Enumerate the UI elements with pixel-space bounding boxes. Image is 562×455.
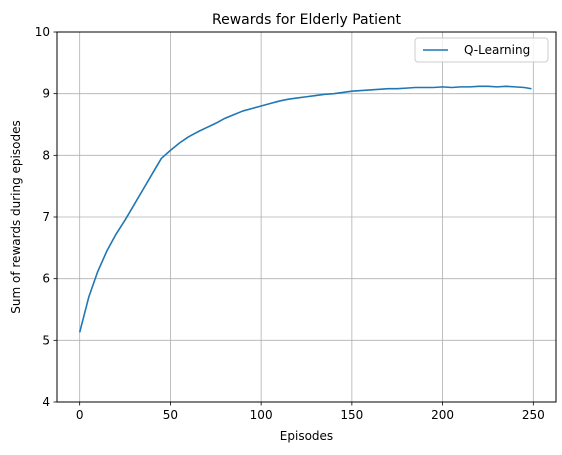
chart-title: Rewards for Elderly Patient xyxy=(212,12,401,28)
y-tick-label: 9 xyxy=(42,87,50,101)
series-layer xyxy=(78,85,532,333)
x-tick-label: 200 xyxy=(431,408,454,422)
legend-label-q-learning: Q-Learning xyxy=(464,43,530,57)
y-tick-label: 5 xyxy=(42,333,50,347)
series-line-q-learning xyxy=(78,85,532,333)
x-tick-label: 250 xyxy=(522,408,545,422)
x-axis-label: Episodes xyxy=(280,429,333,443)
y-tick-label: 4 xyxy=(42,395,50,409)
y-tick-label: 6 xyxy=(42,272,50,286)
y-tick-label: 8 xyxy=(42,148,50,162)
y-tick-label: 10 xyxy=(35,25,50,39)
x-tick-label: 50 xyxy=(163,408,178,422)
legend-box xyxy=(414,37,549,63)
grid xyxy=(57,31,556,403)
axis-ticks: 0 50 100 150 200 250 4 5 6 7 8 9 10 xyxy=(35,25,545,422)
x-tick-label: 100 xyxy=(250,408,273,422)
legend: Q-Learning xyxy=(414,37,549,63)
x-tick-label: 150 xyxy=(340,408,363,422)
y-axis-label: Sum of rewards during episodes xyxy=(9,120,23,313)
y-tick-label: 7 xyxy=(42,210,50,224)
x-tick-label: 0 xyxy=(76,408,84,422)
